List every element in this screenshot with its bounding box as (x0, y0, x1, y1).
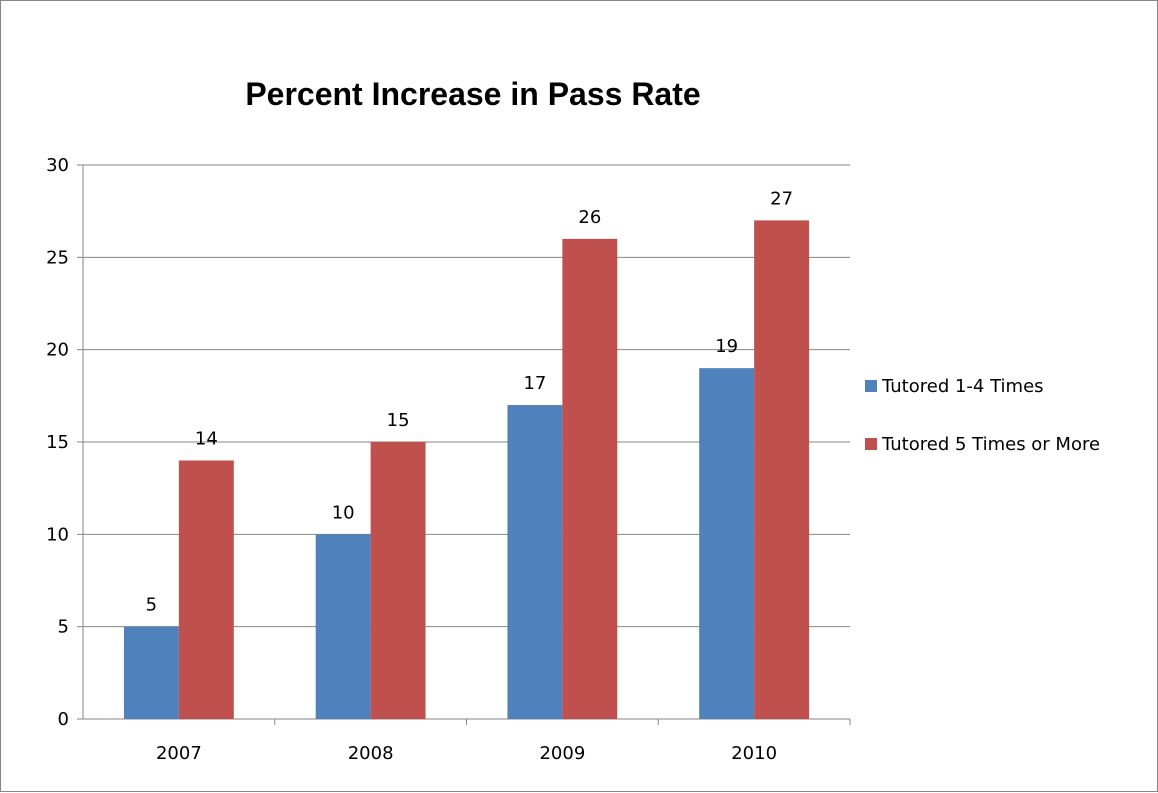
legend-swatch (865, 438, 877, 450)
bar-tutored-1-4-2010 (699, 368, 755, 719)
data-label: 5 (146, 595, 157, 616)
bar-tutored-1-4-2008 (315, 534, 371, 719)
x-tick-label: 2010 (731, 743, 777, 764)
data-label: 15 (387, 410, 410, 431)
legend-label: Tutored 5 Times or More (881, 434, 1100, 455)
x-tick-label: 2008 (348, 743, 394, 764)
data-labels: 5 14 10 15 17 26 19 27 (146, 188, 793, 615)
y-tick-label: 15 (46, 432, 69, 453)
y-tick-label: 20 (46, 340, 69, 361)
y-tick-label: 10 (46, 524, 69, 545)
axes: 0 5 10 15 20 25 30 2007 2008 2009 2010 (46, 155, 851, 764)
bar-tutored-1-4-2009 (507, 405, 563, 719)
data-label: 10 (332, 502, 355, 523)
y-tick-label: 5 (58, 617, 69, 638)
data-label: 27 (770, 188, 793, 209)
bar-tutored-1-4-2007 (123, 626, 179, 719)
bar-tutored-5-plus-2007 (178, 460, 234, 719)
legend-label: Tutored 1-4 Times (881, 376, 1044, 397)
chart-title: Percent Increase in Pass Rate (245, 76, 700, 112)
y-tick-label: 30 (46, 155, 69, 176)
x-tick-label: 2007 (156, 743, 202, 764)
data-label: 26 (578, 207, 601, 228)
bar-tutored-5-plus-2009 (562, 238, 618, 719)
data-label: 17 (523, 373, 546, 394)
y-tick-label: 0 (58, 709, 69, 730)
legend: Tutored 1-4 Times Tutored 5 Times or More (865, 376, 1100, 455)
data-label: 14 (195, 428, 218, 449)
y-tick-label: 25 (46, 247, 69, 268)
bar-tutored-5-plus-2008 (370, 442, 426, 719)
legend-swatch (865, 380, 877, 392)
data-label: 19 (715, 336, 738, 357)
bar-tutored-5-plus-2010 (754, 220, 810, 719)
bars (123, 220, 810, 719)
x-tick-label: 2009 (539, 743, 585, 764)
